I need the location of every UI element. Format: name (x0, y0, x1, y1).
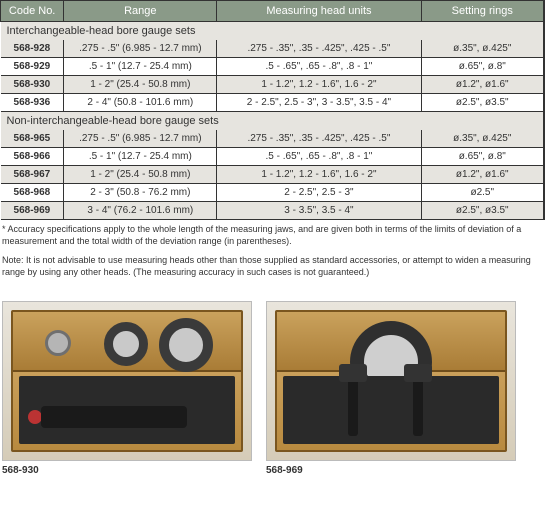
cell-range: .275 - .5" (6.985 - 12.7 mm) (64, 130, 217, 148)
cell-range: 2 - 3" (50.8 - 76.2 mm) (64, 184, 217, 202)
table-header-row: Code No. Range Measuring head units Sett… (1, 1, 544, 22)
product-label-568-930: 568-930 (2, 465, 252, 476)
footnote-accuracy: * Accuracy specifications apply to the w… (0, 220, 545, 251)
section-label: Non-interchangeable-head bore gauge sets (1, 112, 544, 131)
cell-rings: ø2.5", ø3.5" (421, 94, 544, 112)
cell-code: 568-967 (1, 166, 64, 184)
cell-rings: ø.65", ø.8" (421, 148, 544, 166)
table-row: 568-9682 - 3" (50.8 - 76.2 mm)2 - 2.5", … (1, 184, 544, 202)
product-images-row: 568-930 568-969 (0, 301, 545, 476)
cell-rings: ø2.5" (421, 184, 544, 202)
table-row: 568-965.275 - .5" (6.985 - 12.7 mm).275 … (1, 130, 544, 148)
cell-heads: .5 - .65", .65 - .8", .8 - 1" (217, 58, 421, 76)
product-568-930: 568-930 (2, 301, 252, 476)
cell-range: 1 - 2" (25.4 - 50.8 mm) (64, 76, 217, 94)
header-rings: Setting rings (421, 1, 544, 22)
table-row: 568-9301 - 2" (25.4 - 50.8 mm)1 - 1.2", … (1, 76, 544, 94)
cell-heads: 1 - 1.2", 1.2 - 1.6", 1.6 - 2" (217, 76, 421, 94)
table-row: 568-9671 - 2" (25.4 - 50.8 mm)1 - 1.2", … (1, 166, 544, 184)
cell-heads: .275 - .35", .35 - .425", .425 - .5" (217, 40, 421, 58)
cell-rings: ø1.2", ø1.6" (421, 166, 544, 184)
cell-code: 568-928 (1, 40, 64, 58)
footnote-note: Note: It is not advisable to use measuri… (0, 251, 545, 282)
cell-heads: 1 - 1.2", 1.2 - 1.6", 1.6 - 2" (217, 166, 421, 184)
cell-heads: .5 - .65", .65 - .8", .8 - 1" (217, 148, 421, 166)
cell-code: 568-929 (1, 58, 64, 76)
cell-code: 568-936 (1, 94, 64, 112)
cell-code: 568-965 (1, 130, 64, 148)
header-heads: Measuring head units (217, 1, 421, 22)
section-label: Interchangeable-head bore gauge sets (1, 22, 544, 41)
table-row: 568-9693 - 4" (76.2 - 101.6 mm)3 - 3.5",… (1, 202, 544, 220)
cell-range: 3 - 4" (76.2 - 101.6 mm) (64, 202, 217, 220)
spec-table: Code No. Range Measuring head units Sett… (0, 0, 544, 220)
table-row: 568-966.5 - 1" (12.7 - 25.4 mm).5 - .65"… (1, 148, 544, 166)
cell-range: 2 - 4" (50.8 - 101.6 mm) (64, 94, 217, 112)
cell-rings: ø.35", ø.425" (421, 40, 544, 58)
cell-rings: ø.35", ø.425" (421, 130, 544, 148)
cell-code: 568-969 (1, 202, 64, 220)
product-image-568-930 (2, 301, 252, 461)
cell-heads: 2 - 2.5", 2.5 - 3" (217, 184, 421, 202)
cell-code: 568-968 (1, 184, 64, 202)
cell-rings: ø.65", ø.8" (421, 58, 544, 76)
header-range: Range (64, 1, 217, 22)
cell-heads: .275 - .35", .35 - .425", .425 - .5" (217, 130, 421, 148)
cell-heads: 3 - 3.5", 3.5 - 4" (217, 202, 421, 220)
cell-code: 568-930 (1, 76, 64, 94)
product-image-568-969 (266, 301, 516, 461)
product-568-969: 568-969 (266, 301, 516, 476)
section-row-interchangeable: Interchangeable-head bore gauge sets (1, 22, 544, 41)
cell-rings: ø1.2", ø1.6" (421, 76, 544, 94)
cell-heads: 2 - 2.5", 2.5 - 3", 3 - 3.5", 3.5 - 4" (217, 94, 421, 112)
table-row: 568-928.275 - .5" (6.985 - 12.7 mm).275 … (1, 40, 544, 58)
product-label-568-969: 568-969 (266, 465, 516, 476)
cell-range: .5 - 1" (12.7 - 25.4 mm) (64, 58, 217, 76)
cell-code: 568-966 (1, 148, 64, 166)
cell-rings: ø2.5", ø3.5" (421, 202, 544, 220)
cell-range: .275 - .5" (6.985 - 12.7 mm) (64, 40, 217, 58)
header-code: Code No. (1, 1, 64, 22)
table-row: 568-929.5 - 1" (12.7 - 25.4 mm).5 - .65"… (1, 58, 544, 76)
spec-table-container: Code No. Range Measuring head units Sett… (0, 0, 545, 220)
cell-range: .5 - 1" (12.7 - 25.4 mm) (64, 148, 217, 166)
cell-range: 1 - 2" (25.4 - 50.8 mm) (64, 166, 217, 184)
section-row-noninterchangeable: Non-interchangeable-head bore gauge sets (1, 112, 544, 131)
table-row: 568-9362 - 4" (50.8 - 101.6 mm)2 - 2.5",… (1, 94, 544, 112)
